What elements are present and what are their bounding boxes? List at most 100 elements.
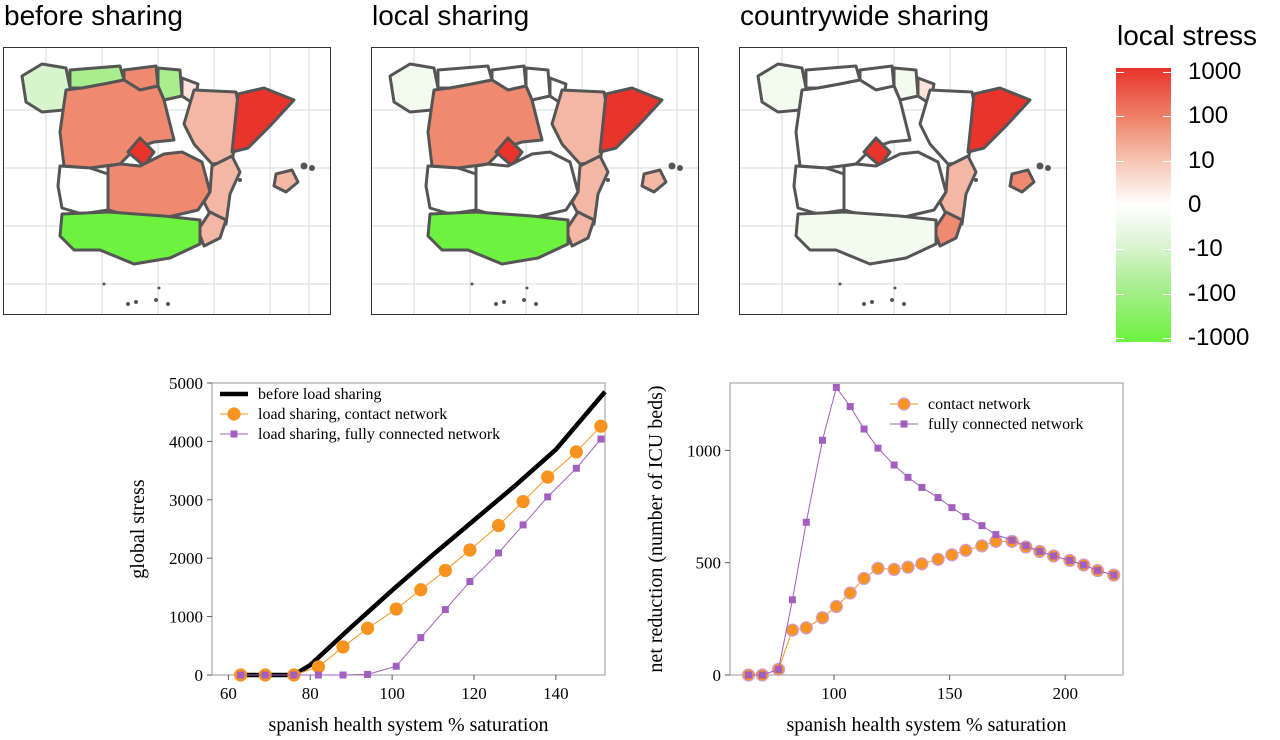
data-point — [934, 494, 942, 502]
y-tick-label: 5000 — [169, 374, 203, 393]
data-point — [846, 403, 854, 411]
data-point — [1050, 552, 1058, 560]
data-point — [597, 435, 605, 443]
data-point — [594, 419, 608, 433]
map-title-local-sharing: local sharing — [372, 0, 530, 31]
legend-label: 1000 — [1188, 58, 1242, 85]
legend-entry: load sharing, contact network — [258, 406, 447, 423]
x-axis-label: spanish health system % saturation — [269, 714, 549, 736]
data-point — [975, 539, 989, 553]
data-point — [890, 461, 898, 469]
data-point — [758, 671, 766, 679]
data-point — [541, 470, 555, 484]
spain-map-countrywide — [740, 48, 1066, 314]
legend-entry: before load sharing — [258, 386, 382, 403]
y-tick-label: 2000 — [169, 549, 203, 568]
y-tick-label: 1000 — [687, 441, 721, 460]
y-tick-label: 1000 — [169, 608, 203, 627]
data-point — [491, 518, 506, 533]
data-point — [775, 665, 783, 673]
y-tick-label: 3000 — [169, 491, 203, 510]
data-point — [818, 436, 826, 444]
data-point — [290, 671, 298, 679]
data-point — [978, 522, 986, 530]
legend-label: 0 — [1188, 191, 1202, 218]
data-point — [314, 671, 322, 679]
data-point — [441, 606, 449, 614]
net-reduction-chart: 100 150 200 0 500 1000 spanish health system %… — [645, 382, 1124, 736]
data-point — [1094, 567, 1102, 575]
data-point — [237, 671, 245, 679]
data-point — [311, 660, 326, 674]
map-local-sharing — [371, 47, 699, 315]
data-point — [1080, 561, 1088, 569]
data-point — [495, 549, 503, 557]
map-before-sharing — [3, 47, 331, 315]
data-point — [516, 494, 530, 509]
data-point — [962, 513, 970, 521]
data-point — [414, 583, 428, 597]
data-point — [915, 557, 929, 571]
data-point — [744, 671, 752, 679]
data-point — [336, 640, 350, 654]
data-point — [802, 518, 810, 526]
data-point — [360, 621, 375, 635]
legend-marker — [230, 430, 238, 438]
data-point — [569, 445, 583, 459]
legend-label: -10 — [1188, 235, 1223, 263]
y-axis-label: net reduction (number of ICU beds) — [645, 385, 667, 672]
data-point — [799, 621, 813, 635]
data-point — [843, 586, 857, 600]
x-tick-label: 120 — [461, 684, 487, 703]
legend-entry: fully connected network — [928, 416, 1084, 433]
data-point — [1066, 556, 1074, 564]
data-point — [948, 504, 956, 512]
data-point — [1110, 571, 1118, 579]
data-point — [857, 571, 871, 586]
legend-entry: load sharing, fully connected network — [258, 426, 500, 443]
data-point — [417, 634, 425, 642]
legend-marker — [897, 397, 911, 411]
data-point — [904, 473, 912, 481]
legend-label: 100 — [1188, 102, 1229, 130]
y-tick-label: 0 — [713, 666, 722, 685]
data-point — [815, 611, 830, 625]
data-point — [572, 464, 580, 472]
x-tick-label: 80 — [302, 684, 319, 703]
y-tick-label: 4000 — [169, 432, 203, 451]
data-point — [871, 561, 885, 575]
data-point — [788, 596, 796, 604]
x-tick-label: 150 — [937, 684, 963, 703]
map-title-before-sharing: before sharing — [4, 0, 184, 31]
data-point — [389, 602, 403, 616]
legend-marker — [227, 407, 241, 421]
data-point — [918, 483, 926, 491]
data-point — [1036, 547, 1044, 555]
x-tick-label: 140 — [543, 684, 569, 703]
data-point — [519, 521, 527, 529]
plot-frame — [729, 382, 1124, 676]
global-stress-chart: 60 80 100 120 140 0 1000 2000 3000 4000 5000 spanis… — [130, 374, 608, 736]
data-point — [339, 671, 347, 679]
map-title-countrywide-sharing: countrywide sharing — [740, 0, 990, 31]
legend-title: local stress — [1117, 20, 1258, 51]
spain-map-local — [372, 48, 698, 314]
data-point — [992, 531, 1000, 539]
y-tick-label: 500 — [696, 554, 722, 573]
plot-frame — [211, 382, 606, 676]
data-point — [874, 444, 882, 452]
data-point — [931, 552, 945, 566]
data-point — [860, 425, 868, 433]
x-tick-label: 100 — [821, 684, 847, 703]
series-line — [748, 540, 1114, 676]
data-point — [785, 623, 800, 637]
data-point — [438, 563, 452, 578]
data-point — [1022, 542, 1030, 550]
data-point — [463, 543, 477, 557]
x-tick-label: 200 — [1052, 684, 1078, 703]
spain-map-before — [4, 48, 330, 314]
x-axis-label: spanish health system % saturation — [787, 714, 1067, 736]
data-point — [392, 662, 400, 670]
data-point — [1008, 536, 1016, 544]
legend-entry: contact network — [928, 396, 1031, 413]
